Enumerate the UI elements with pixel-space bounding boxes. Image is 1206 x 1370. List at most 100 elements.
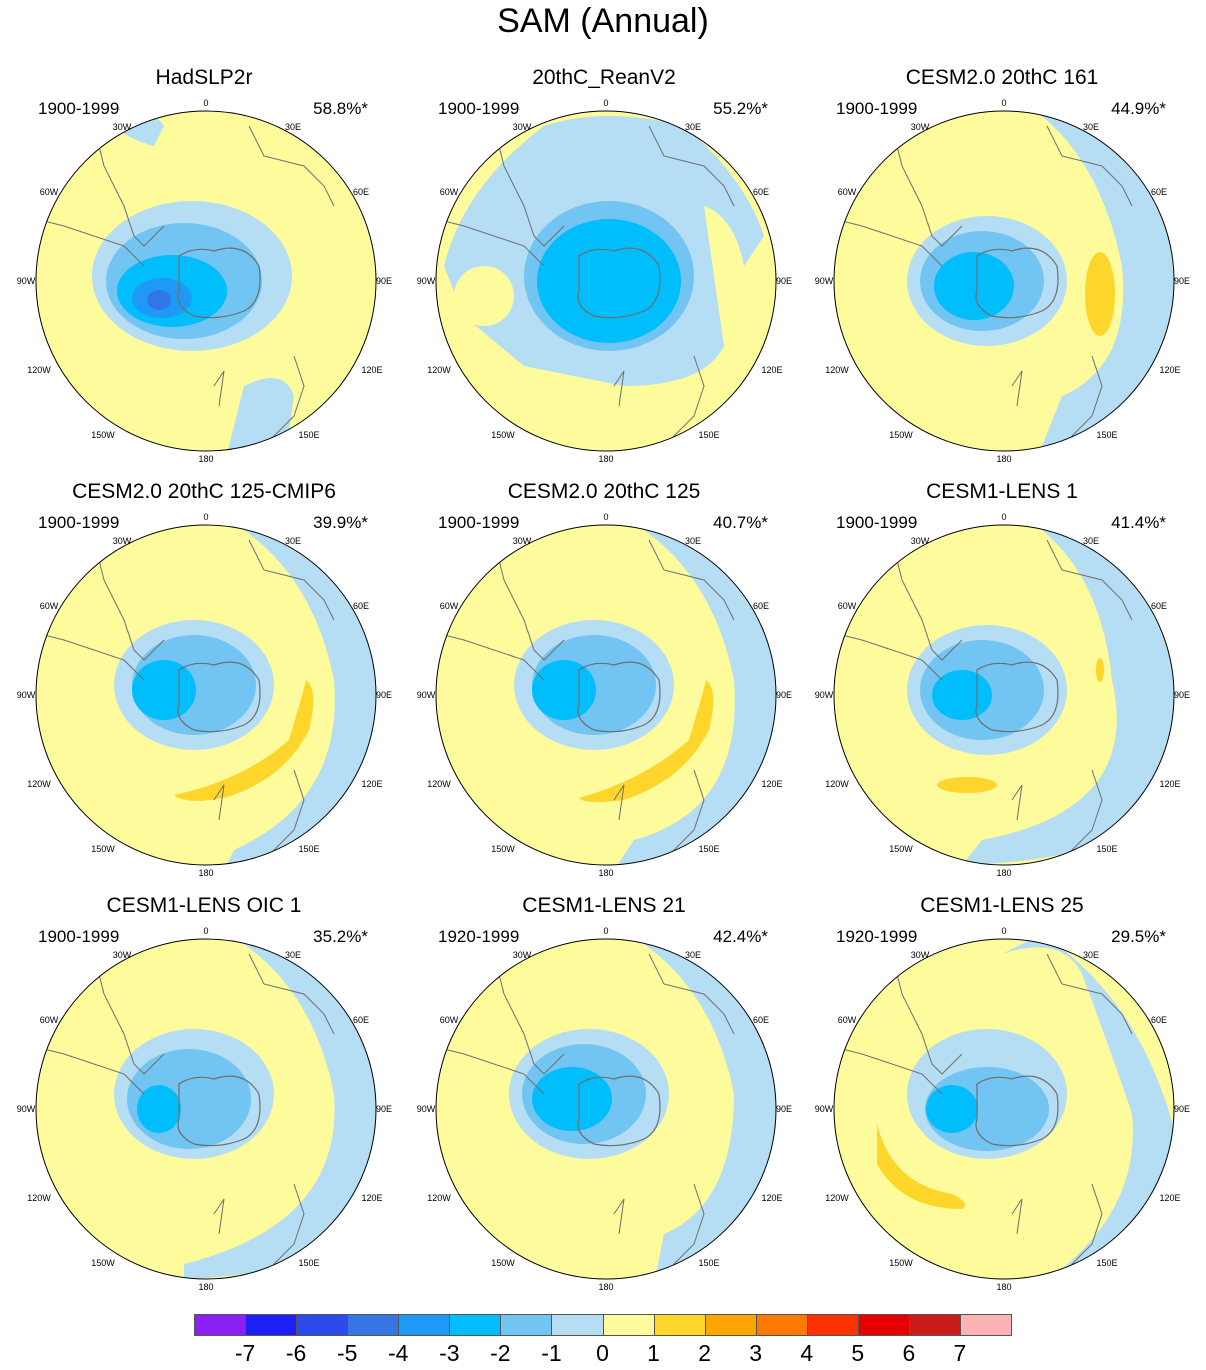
longitude-label: 90E bbox=[376, 276, 392, 286]
colorbar-label: -3 bbox=[439, 1340, 460, 1366]
longitude-label: 120W bbox=[27, 365, 51, 375]
panel-variance-percent: 55.2%* bbox=[713, 99, 768, 118]
panel-variance-percent: 35.2%* bbox=[313, 927, 368, 946]
longitude-label: 30W bbox=[113, 122, 132, 132]
longitude-label: 150E bbox=[298, 844, 319, 854]
longitude-label: 120W bbox=[427, 365, 451, 375]
colorbar-label: -2 bbox=[490, 1340, 511, 1366]
colorbar bbox=[194, 1314, 1012, 1336]
longitude-label: 120E bbox=[761, 365, 782, 375]
longitude-label: 60W bbox=[440, 187, 459, 197]
longitude-label: 180 bbox=[198, 1282, 213, 1292]
colorbar-label: 6 bbox=[902, 1340, 916, 1366]
longitude-label: 30W bbox=[513, 950, 532, 960]
polar-map: 0 30W 30E 60W 60E 90W 90E 120W 120E 150W 150E 180 bbox=[815, 926, 1190, 1292]
longitude-label: 90E bbox=[776, 690, 792, 700]
longitude-label: 120E bbox=[1159, 365, 1180, 375]
longitude-label: 120W bbox=[27, 779, 51, 789]
longitude-label: 60W bbox=[40, 1015, 59, 1025]
colorbar-swatch bbox=[398, 1314, 451, 1336]
map-panel: 0 30W 30E 60W 60E 90W 90E 120W 120E 150W 150E 180 CE… bbox=[404, 480, 804, 890]
longitude-label: 30E bbox=[1083, 950, 1099, 960]
colorbar-label: 5 bbox=[851, 1340, 865, 1366]
longitude-label: 0 bbox=[1001, 512, 1006, 522]
panel-variance-percent: 41.4%* bbox=[1111, 513, 1166, 532]
polar-map: 0 30W 30E 60W 60E 90W 90E 120W 120E 150W 150E 180 bbox=[815, 512, 1190, 878]
panel-title: CESM2.0 20thC 125-CMIP6 bbox=[72, 480, 336, 503]
longitude-label: 0 bbox=[1001, 98, 1006, 108]
longitude-label: 0 bbox=[603, 98, 608, 108]
longitude-label: 90E bbox=[776, 1104, 792, 1114]
longitude-label: 30E bbox=[285, 122, 301, 132]
panel-period: 1900-1999 bbox=[836, 99, 918, 118]
longitude-label: 150E bbox=[698, 1258, 719, 1268]
longitude-label: 90E bbox=[1174, 276, 1190, 286]
longitude-label: 90W bbox=[815, 690, 834, 700]
longitude-label: 150E bbox=[298, 1258, 319, 1268]
longitude-label: 120W bbox=[825, 365, 849, 375]
longitude-label: 150W bbox=[91, 1258, 115, 1268]
panel-period: 1900-1999 bbox=[836, 513, 918, 532]
longitude-label: 120W bbox=[825, 779, 849, 789]
longitude-label: 30E bbox=[1083, 536, 1099, 546]
map-panel: 0 30W 30E 60W 60E 90W 90E 120W 120E 150W 150E 180 CE… bbox=[802, 894, 1202, 1304]
longitude-label: 90E bbox=[376, 690, 392, 700]
colorbar-label: -5 bbox=[336, 1340, 358, 1366]
longitude-label: 120W bbox=[27, 1193, 51, 1203]
panel-variance-percent: 42.4%* bbox=[713, 927, 768, 946]
longitude-label: 60E bbox=[753, 601, 769, 611]
polar-map: 0 30W 30E 60W 60E 90W 90E 120W 120E 150W 150E 180 bbox=[417, 512, 792, 878]
longitude-label: 0 bbox=[603, 926, 608, 936]
colorbar-swatch bbox=[806, 1314, 859, 1336]
polar-map: 0 30W 30E 60W 60E 90W 90E 120W 120E 150W 150E 180 bbox=[17, 926, 392, 1292]
colorbar-swatch bbox=[653, 1314, 706, 1336]
panel-title: CESM2.0 20thC 125 bbox=[507, 480, 701, 503]
longitude-label: 0 bbox=[1001, 926, 1006, 936]
longitude-label: 120E bbox=[1159, 779, 1180, 789]
longitude-label: 150W bbox=[889, 1258, 913, 1268]
longitude-label: 120E bbox=[761, 1193, 782, 1203]
panel-period: 1920-1999 bbox=[438, 927, 520, 946]
colorbar-label: 7 bbox=[953, 1340, 967, 1366]
colorbar-label: -1 bbox=[541, 1340, 562, 1366]
longitude-label: 90W bbox=[417, 1104, 436, 1114]
longitude-label: 30E bbox=[685, 536, 701, 546]
longitude-label: 60E bbox=[353, 601, 369, 611]
map-panel: 0 30W 30E 60W 60E 90W 90E 120W 120E 150W 150E 180 CE… bbox=[4, 480, 404, 890]
map-panel: 0 30W 30E 60W 60E 90W 90E 120W 120E 150W 150E 180 CE… bbox=[4, 894, 404, 1304]
longitude-label: 120E bbox=[361, 779, 382, 789]
map-panel: 0 30W 30E 60W 60E 90W 90E 120W 120E 150W 150E 180 20… bbox=[404, 66, 804, 476]
longitude-label: 150E bbox=[1096, 430, 1117, 440]
longitude-label: 180 bbox=[598, 868, 613, 878]
longitude-label: 60W bbox=[838, 1015, 857, 1025]
longitude-label: 180 bbox=[996, 454, 1011, 464]
colorbar-swatch bbox=[245, 1314, 298, 1336]
longitude-label: 60W bbox=[838, 601, 857, 611]
panel-variance-percent: 44.9%* bbox=[1111, 99, 1166, 118]
colorbar-swatch bbox=[908, 1314, 961, 1336]
longitude-label: 120W bbox=[825, 1193, 849, 1203]
longitude-label: 150W bbox=[889, 844, 913, 854]
longitude-label: 150W bbox=[91, 844, 115, 854]
longitude-label: 120W bbox=[427, 779, 451, 789]
longitude-label: 150E bbox=[698, 844, 719, 854]
longitude-label: 60E bbox=[1151, 601, 1167, 611]
longitude-label: 30W bbox=[513, 122, 532, 132]
longitude-label: 150W bbox=[889, 430, 913, 440]
longitude-label: 150E bbox=[1096, 1258, 1117, 1268]
panel-title: CESM1-LENS 25 bbox=[920, 894, 1084, 917]
longitude-label: 150E bbox=[698, 430, 719, 440]
polar-map: 0 30W 30E 60W 60E 90W 90E 120W 120E 150W 150E 180 bbox=[17, 512, 392, 878]
longitude-label: 120W bbox=[427, 1193, 451, 1203]
longitude-label: 90W bbox=[417, 690, 436, 700]
longitude-label: 30E bbox=[685, 950, 701, 960]
map-panel: 0 30W 30E 60W 60E 90W 90E 120W 120E 150W 150E 180 CE… bbox=[802, 480, 1202, 890]
colorbar-swatch bbox=[602, 1314, 655, 1336]
longitude-label: 60W bbox=[440, 601, 459, 611]
figure-title: SAM (Annual) bbox=[497, 2, 709, 40]
longitude-label: 180 bbox=[598, 1282, 613, 1292]
longitude-label: 90W bbox=[17, 690, 36, 700]
colorbar-swatch bbox=[551, 1314, 604, 1336]
panel-period: 1920-1999 bbox=[836, 927, 918, 946]
longitude-label: 30W bbox=[113, 950, 132, 960]
